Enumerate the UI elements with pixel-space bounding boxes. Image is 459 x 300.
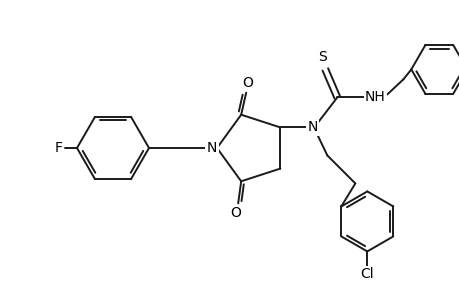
Text: NH: NH	[364, 90, 385, 104]
Text: O: O	[230, 206, 241, 220]
Text: F: F	[55, 141, 63, 155]
Text: S: S	[317, 50, 326, 64]
Text: O: O	[242, 76, 253, 90]
Text: N: N	[207, 141, 217, 155]
Text: N: N	[307, 120, 317, 134]
Text: Cl: Cl	[360, 267, 373, 281]
